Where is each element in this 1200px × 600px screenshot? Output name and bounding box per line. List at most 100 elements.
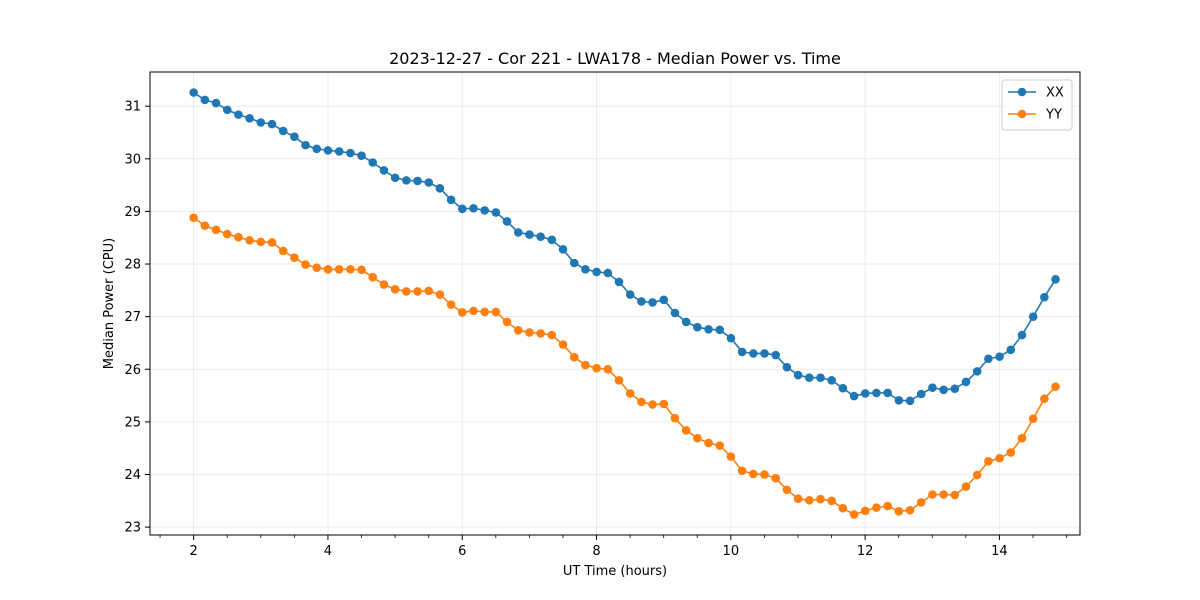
data-point: [234, 110, 243, 119]
x-tick-label: 6: [458, 544, 466, 559]
legend: XX YY: [1001, 79, 1073, 131]
data-point: [939, 490, 948, 499]
data-point: [939, 385, 948, 395]
data-point: [189, 213, 198, 223]
data-point: [827, 496, 836, 506]
legend-label: XX: [1046, 86, 1064, 101]
data-point: [581, 360, 590, 370]
grid: [150, 72, 1080, 535]
data-point: [659, 399, 669, 409]
data-point: [603, 364, 613, 374]
data-point: [323, 265, 333, 274]
data-point: [480, 307, 489, 317]
axes-frame: [149, 71, 1081, 536]
data-point: [894, 507, 904, 516]
y-tick-label: 25: [124, 415, 141, 430]
data-point: [278, 246, 288, 256]
data-point: [402, 287, 411, 296]
data-point: [200, 95, 210, 105]
data-point: [670, 308, 680, 318]
x-tick-label: 8: [592, 544, 600, 559]
data-point: [704, 438, 713, 448]
y-tick-label: 29: [124, 205, 141, 220]
data-point: [681, 317, 691, 327]
data-point: [648, 298, 657, 307]
data-point: [995, 453, 1004, 463]
series-xx: [189, 88, 1060, 406]
data-point: [424, 178, 434, 187]
y-tick-label: 26: [124, 363, 141, 378]
data-point: [234, 232, 243, 242]
y-tick-label: 24: [124, 468, 141, 483]
data-point: [749, 469, 758, 479]
data-point: [267, 119, 277, 129]
data-point: [950, 490, 960, 500]
data-point: [1051, 382, 1060, 391]
data-point: [189, 88, 198, 97]
legend-marker: [1017, 87, 1027, 97]
data-point: [491, 307, 501, 317]
data-point: [928, 383, 937, 392]
data-point: [950, 384, 960, 394]
data-point: [637, 297, 646, 306]
data-point: [1017, 433, 1027, 443]
y-tick-label: 23: [124, 521, 141, 536]
data-point: [245, 114, 254, 123]
data-point: [256, 237, 266, 247]
data-point: [525, 230, 534, 239]
data-point: [290, 253, 299, 263]
data-point: [816, 494, 825, 504]
data-point: [905, 396, 915, 406]
data-point: [569, 258, 579, 268]
data-point: [569, 352, 579, 362]
data-point: [860, 389, 870, 398]
x-tick-label: 10: [723, 544, 740, 559]
data-point: [480, 206, 489, 215]
data-point: [816, 373, 825, 382]
data-point: [357, 265, 366, 275]
data-point: [301, 140, 310, 150]
data-point: [558, 340, 568, 349]
legend-label: YY: [1045, 108, 1062, 123]
data-point: [760, 470, 769, 479]
data-point: [402, 176, 411, 185]
data-point: [1017, 330, 1027, 340]
data-point: [513, 326, 523, 335]
data-point: [883, 388, 892, 398]
data-point: [849, 510, 859, 519]
data-point: [715, 441, 725, 450]
data-point: [200, 221, 210, 230]
data-point: [312, 144, 322, 154]
data-point: [916, 498, 926, 507]
data-point: [961, 377, 971, 387]
data-point: [491, 208, 501, 217]
data-point: [502, 317, 512, 327]
data-point: [346, 265, 355, 274]
data-point: [346, 148, 355, 158]
data-point: [793, 494, 803, 504]
data-point: [614, 376, 624, 385]
series-layer: [189, 88, 1060, 519]
data-point: [379, 280, 389, 289]
data-point: [793, 370, 803, 380]
data-point: [446, 195, 456, 205]
data-point: [222, 105, 232, 115]
data-point: [368, 158, 378, 167]
data-point: [972, 470, 982, 480]
data-point: [838, 383, 848, 393]
data-point: [704, 324, 713, 334]
data-point: [1028, 312, 1038, 321]
data-point: [670, 413, 680, 423]
data-point: [513, 228, 523, 237]
data-point: [928, 490, 937, 499]
x-tick-label: 4: [324, 544, 332, 559]
data-point: [457, 204, 467, 214]
data-point: [424, 286, 434, 296]
data-point: [625, 290, 635, 299]
data-point: [715, 325, 725, 335]
data-point: [368, 272, 378, 282]
data-point: [995, 352, 1004, 361]
data-point: [469, 306, 478, 316]
